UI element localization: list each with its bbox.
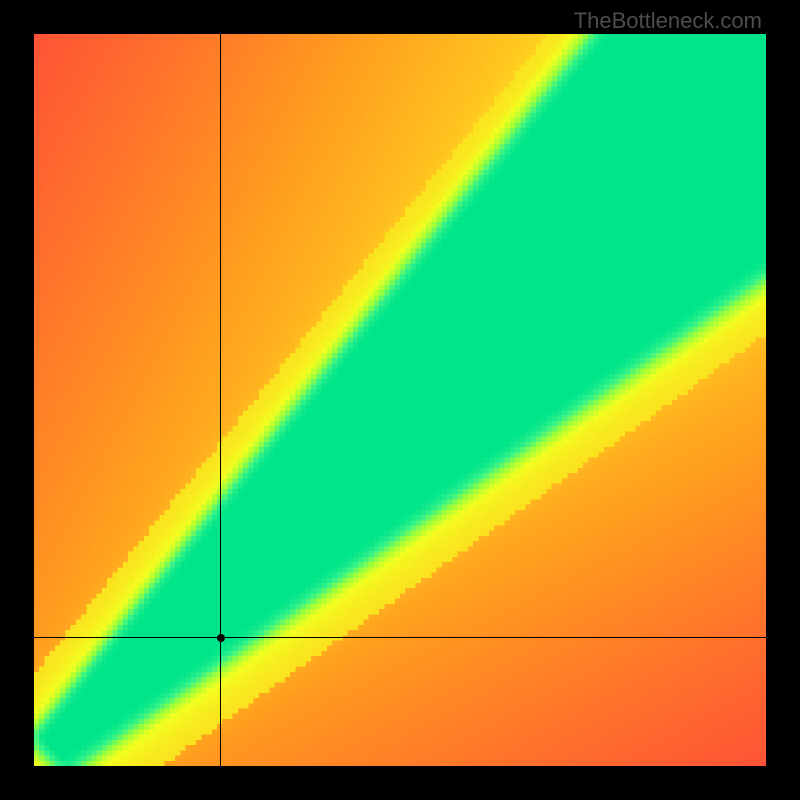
heatmap-canvas bbox=[34, 34, 766, 766]
crosshair-vertical bbox=[220, 34, 221, 766]
crosshair-horizontal bbox=[34, 637, 766, 638]
watermark-text: TheBottleneck.com bbox=[574, 8, 762, 34]
plot-area bbox=[34, 34, 766, 766]
figure-root: TheBottleneck.com bbox=[0, 0, 800, 800]
crosshair-point bbox=[217, 634, 225, 642]
